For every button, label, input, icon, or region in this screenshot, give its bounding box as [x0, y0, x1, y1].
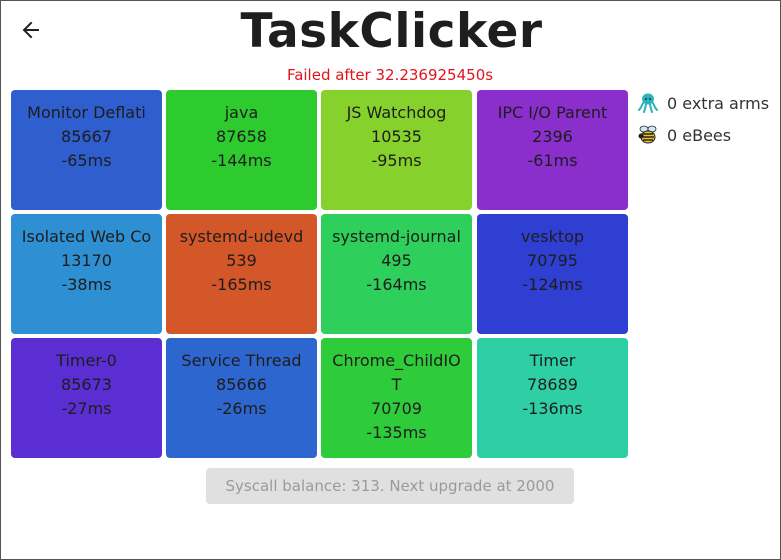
- task-pid: 70795: [527, 251, 578, 270]
- task-name: IPC I/O Parent: [497, 103, 608, 122]
- octopus-icon: [638, 93, 658, 113]
- extra-arms-label: 0 extra arms: [667, 93, 770, 113]
- task-pid: 539: [226, 251, 257, 270]
- task-delta: -27ms: [61, 399, 112, 418]
- task-delta: -144ms: [211, 151, 272, 170]
- arrow-left-icon: [22, 21, 39, 39]
- ebees-stat: 0 eBees: [637, 122, 731, 148]
- task-name: Timer-0: [56, 351, 117, 370]
- task-pid: 495: [381, 251, 412, 270]
- syscall-balance-label: Syscall balance: 313. Next upgrade at 20…: [225, 477, 555, 495]
- task-name: Timer: [529, 351, 576, 370]
- ebees-label: 0 eBees: [667, 125, 732, 145]
- task-delta: -26ms: [216, 399, 267, 418]
- page-title: TaskClicker: [240, 4, 543, 59]
- task-tile[interactable]: Chrome_ChildIOT 70709 -135ms: [321, 338, 472, 458]
- task-tile[interactable]: Timer-0 85673 -27ms: [11, 338, 162, 458]
- task-tile[interactable]: systemd-udevd 539 -165ms: [166, 214, 317, 334]
- extra-arms-stat: 0 extra arms: [637, 90, 769, 116]
- task-delta: -165ms: [211, 275, 272, 294]
- task-tile[interactable]: Service Thread 85666 -26ms: [166, 338, 317, 458]
- task-delta: -61ms: [527, 151, 578, 170]
- task-pid: 78689: [527, 375, 578, 394]
- task-pid: 85666: [216, 375, 267, 394]
- task-tile[interactable]: systemd-journal 495 -164ms: [321, 214, 472, 334]
- task-delta: -164ms: [366, 275, 427, 294]
- task-pid: 85667: [61, 127, 112, 146]
- task-name: java: [224, 103, 259, 122]
- task-tile[interactable]: IPC I/O Parent 2396 -61ms: [477, 90, 628, 210]
- task-pid: 87658: [216, 127, 267, 146]
- task-delta: -136ms: [522, 399, 583, 418]
- task-name: Monitor Deflati: [27, 103, 146, 122]
- task-delta: -95ms: [371, 151, 422, 170]
- task-name: vesktop: [520, 227, 585, 246]
- task-tile[interactable]: java 87658 -144ms: [166, 90, 317, 210]
- task-delta: -65ms: [61, 151, 112, 170]
- task-delta: -124ms: [522, 275, 583, 294]
- task-name: systemd-journal: [332, 227, 461, 246]
- back-button[interactable]: [15, 15, 47, 45]
- task-tile[interactable]: Monitor Deflati 85667 -65ms: [11, 90, 162, 210]
- task-pid: 85673: [61, 375, 112, 394]
- status-message: Failed after 32.236925450s: [286, 66, 494, 84]
- task-pid: 10535: [371, 127, 422, 146]
- task-delta: -135ms: [366, 423, 427, 442]
- task-tile[interactable]: Timer 78689 -136ms: [477, 338, 628, 458]
- task-tile[interactable]: JS Watchdog 10535 -95ms: [321, 90, 472, 210]
- task-tile[interactable]: Isolated Web Co 13170 -38ms: [11, 214, 162, 334]
- task-name: Isolated Web Co: [21, 227, 152, 246]
- task-tile[interactable]: vesktop 70795 -124ms: [477, 214, 628, 334]
- task-pid: 2396: [532, 127, 573, 146]
- task-name: Service Thread: [181, 351, 302, 370]
- task-name: Chrome_ChildIOT: [332, 351, 461, 394]
- task-pid: 13170: [61, 251, 112, 270]
- task-pid: 70709: [371, 399, 422, 418]
- syscall-balance-button[interactable]: Syscall balance: 313. Next upgrade at 20…: [206, 468, 574, 504]
- task-name: JS Watchdog: [346, 103, 447, 122]
- task-delta: -38ms: [61, 275, 112, 294]
- task-name: systemd-udevd: [179, 227, 304, 246]
- bee-icon: [638, 125, 657, 144]
